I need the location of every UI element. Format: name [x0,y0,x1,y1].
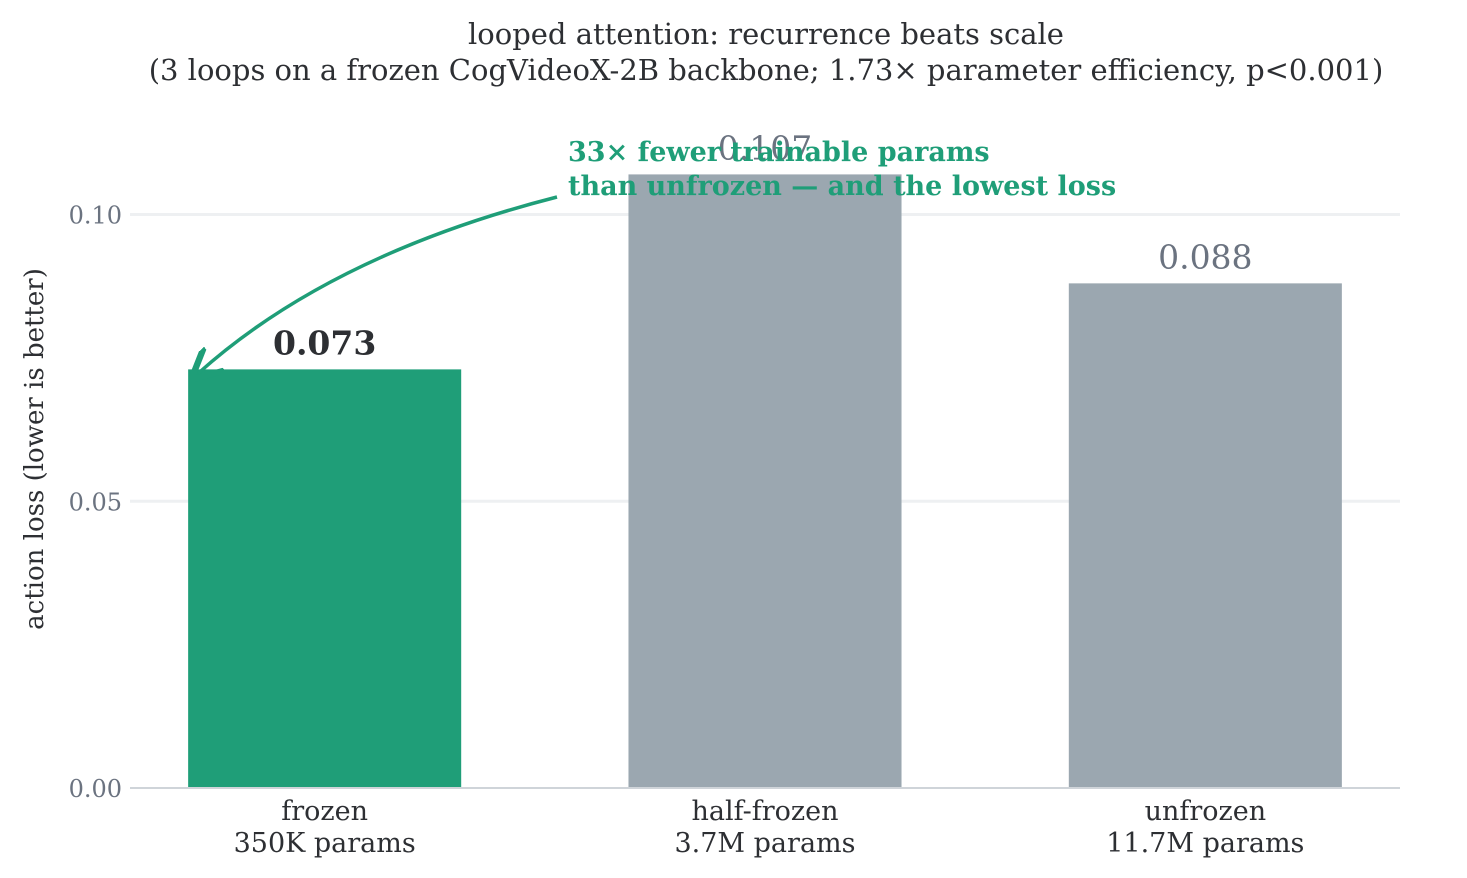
value-label: 0.088 [1158,237,1252,276]
annotation-line-1: 33× fewer trainable params [568,137,990,168]
bars [188,174,1342,788]
category-params-label: 350K params [234,828,416,859]
category-params-label: 3.7M params [674,828,855,859]
annotation: 33× fewer trainable params than unfrozen… [198,137,1116,373]
annotation-line-2: than unfrozen — and the lowest loss [568,171,1116,202]
bar-half-frozen [628,174,902,788]
y-axis-ticks: 0.00 0.05 0.10 [69,202,122,803]
y-tick-label: 0.10 [69,202,122,230]
category-params-label: 11.7M params [1106,828,1304,859]
value-labels: 0.073 0.107 0.088 [273,128,1253,362]
chart-subtitle: (3 loops on a frozen CogVideoX-2B backbo… [149,53,1384,87]
category-label: unfrozen [1145,796,1267,827]
category-label: half-frozen [691,796,838,827]
y-tick-label: 0.00 [69,775,122,803]
y-axis-label: action loss (lower is better) [20,268,50,630]
bar-unfrozen [1068,283,1342,788]
chart-title: looped attention: recurrence beats scale [468,17,1064,51]
bar-frozen [188,369,462,788]
y-tick-label: 0.05 [69,488,122,516]
category-label: frozen [281,796,368,827]
annotation-arrow [198,195,558,373]
value-label: 0.073 [273,323,376,362]
value-label: 0.107 [718,128,812,167]
